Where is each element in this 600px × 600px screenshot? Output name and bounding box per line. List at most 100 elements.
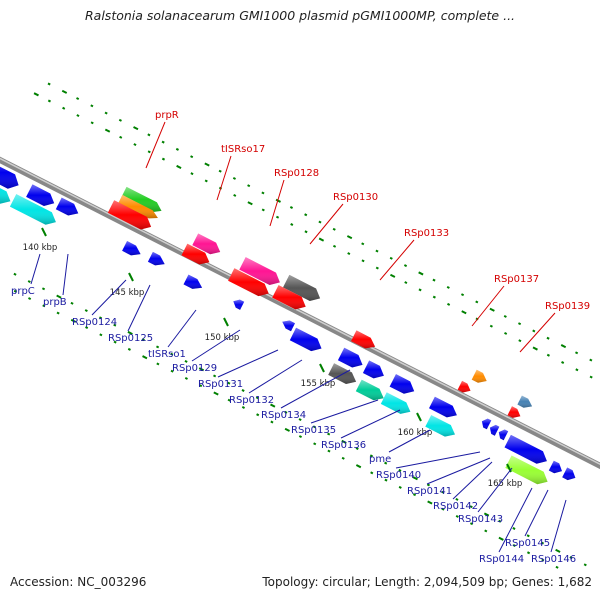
gc-dot <box>13 272 17 276</box>
gene-label-prpB[interactable]: prpB <box>43 297 67 308</box>
gc-dot <box>76 97 80 100</box>
gene-RSp0145[interactable] <box>548 460 562 474</box>
gene-prpR[interactable] <box>121 186 162 213</box>
gene-blue-b[interactable] <box>26 184 55 206</box>
gene-tISRso17[interactable] <box>192 233 221 255</box>
gene-red-f[interactable] <box>507 406 521 418</box>
gene-RSp0135[interactable] <box>362 360 384 379</box>
gene-RSp0136-shade <box>389 374 415 394</box>
gene-red-c-shade <box>228 268 269 297</box>
gene-label-RSp0144[interactable]: RSp0144 <box>479 554 524 565</box>
gc-dot <box>119 135 123 139</box>
gene-label-RSp0141[interactable]: RSp0141 <box>407 486 452 497</box>
gene-blue-c[interactable] <box>55 197 79 216</box>
gc-dot <box>275 215 280 219</box>
gene-label-prpR[interactable]: prpR <box>155 110 179 121</box>
gene-RSp0134[interactable] <box>337 347 363 368</box>
gene-red-a[interactable] <box>107 200 152 230</box>
gc-dot <box>498 536 504 541</box>
gene-label-pme[interactable]: pme <box>369 454 391 465</box>
gc-dot <box>398 468 402 472</box>
gene-label-RSp0142[interactable]: RSp0142 <box>433 501 478 512</box>
gene-label-RSp0130[interactable]: RSp0130 <box>333 192 378 203</box>
gc-dot <box>526 551 531 555</box>
gene-label-RSp0136[interactable]: RSp0136 <box>321 440 366 451</box>
gene-red-c[interactable] <box>228 268 269 297</box>
gene-gray-b[interactable] <box>328 363 357 384</box>
gene-label-tISRso17[interactable]: tISRso17 <box>221 144 265 155</box>
gene-prpR-2[interactable] <box>118 194 158 219</box>
gc-dot <box>133 126 139 131</box>
gene-RSp0131[interactable] <box>282 320 295 332</box>
gene-RSp0146[interactable] <box>562 467 576 481</box>
gene-label-RSp0137[interactable]: RSp0137 <box>494 274 539 285</box>
gene-label-RSp0124[interactable]: RSp0124 <box>72 317 117 328</box>
gene-RSp0140[interactable] <box>481 418 492 430</box>
gene-RSp0139[interactable] <box>517 395 533 408</box>
gene-label-RSp0143[interactable]: RSp0143 <box>458 514 503 525</box>
label-leader-line <box>310 399 379 424</box>
gene-RSp0143[interactable] <box>504 434 547 464</box>
gene-prpC[interactable] <box>0 173 11 204</box>
gene-RSp0137[interactable] <box>471 369 487 383</box>
gc-dot <box>33 92 39 97</box>
gene-label-tISRso1[interactable]: tISRso1 <box>148 349 186 360</box>
gene-red-d[interactable] <box>272 285 306 310</box>
gc-dot <box>432 295 436 299</box>
gc-dot <box>199 384 203 388</box>
gene-label-RSp0129[interactable]: RSp0129 <box>172 363 217 374</box>
genes-layer[interactable] <box>0 156 576 485</box>
gc-dot <box>127 347 131 351</box>
gene-RSp0133[interactable] <box>351 330 376 349</box>
gc-dot <box>560 344 567 349</box>
gene-prpB[interactable] <box>9 194 56 225</box>
gene-RSp0129[interactable] <box>233 299 245 310</box>
label-leader-line <box>452 461 493 500</box>
gene-label-RSp0128[interactable]: RSp0128 <box>274 168 319 179</box>
gc-dot <box>489 307 495 312</box>
label-leader-line <box>379 239 415 281</box>
gene-red-e[interactable] <box>457 380 471 393</box>
gene-label-RSp0140[interactable]: RSp0140 <box>376 470 421 481</box>
gene-RSp0136[interactable] <box>389 374 415 394</box>
gene-label-RSp0139[interactable]: RSp0139 <box>545 301 590 312</box>
gene-RSp0124[interactable] <box>122 241 141 256</box>
gene-cyan-c[interactable] <box>425 415 455 437</box>
gene-RSp0128[interactable] <box>239 257 280 285</box>
label-leader-line <box>471 285 505 327</box>
gc-dot <box>526 534 530 538</box>
gene-label-RSp0135[interactable]: RSp0135 <box>291 425 336 436</box>
gene-cyan-b[interactable] <box>380 392 411 414</box>
label-leader-line <box>248 359 303 394</box>
gene-label-prpC[interactable]: prpC <box>11 286 35 297</box>
gene-label-RSp0125[interactable]: RSp0125 <box>108 333 153 344</box>
gene-cyan-c-shade <box>425 415 455 437</box>
gene-RSp0145-shade <box>548 460 562 474</box>
gene-label-RSp0133[interactable]: RSp0133 <box>404 228 449 239</box>
gc-dot <box>241 389 245 392</box>
gene-prpC-blue[interactable] <box>0 156 19 189</box>
gene-RSp0125[interactable] <box>147 251 165 266</box>
gene-label-RSp0132[interactable]: RSp0132 <box>229 395 274 406</box>
label-leader-line <box>217 349 279 378</box>
gc-dot <box>375 249 379 253</box>
gene-label-RSp0131[interactable]: RSp0131 <box>198 379 243 390</box>
gene-RSp0144[interactable] <box>505 455 548 485</box>
gc-dot <box>190 172 194 176</box>
gene-RSp0142[interactable] <box>498 429 509 441</box>
gc-dot <box>389 256 393 260</box>
gene-RSp0130[interactable] <box>283 274 321 301</box>
gene-pme[interactable] <box>429 396 457 418</box>
gene-RSp0140-shade <box>481 418 492 430</box>
gene-label-RSp0146[interactable]: RSp0146 <box>531 554 576 565</box>
gene-teal[interactable] <box>355 379 384 401</box>
gene-RSp0146-shade <box>562 467 576 481</box>
gc-dot <box>176 164 182 169</box>
gene-RSp0132[interactable] <box>289 327 322 352</box>
gene-label-RSp0134[interactable]: RSp0134 <box>261 410 306 421</box>
gene-label-RSp0145[interactable]: RSp0145 <box>505 538 550 549</box>
gene-RSp0141[interactable] <box>489 424 500 436</box>
gene-red-b[interactable] <box>181 243 210 265</box>
gene-tISRso1[interactable] <box>183 274 203 289</box>
